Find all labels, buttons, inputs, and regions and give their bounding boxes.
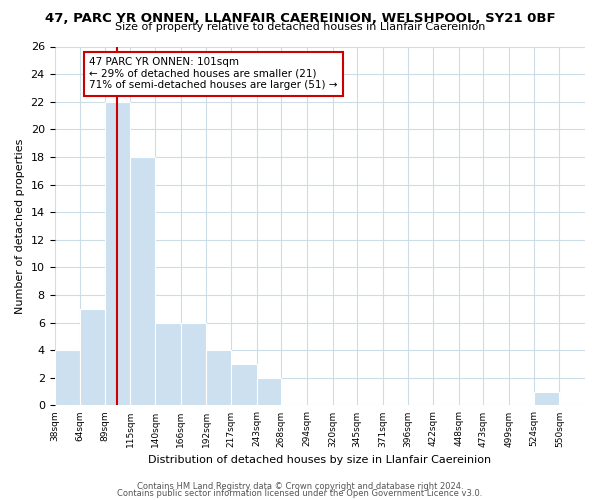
- Y-axis label: Number of detached properties: Number of detached properties: [15, 138, 25, 314]
- Bar: [155, 322, 181, 406]
- Text: 47, PARC YR ONNEN, LLANFAIR CAEREINION, WELSHPOOL, SY21 0BF: 47, PARC YR ONNEN, LLANFAIR CAEREINION, …: [44, 12, 556, 26]
- Bar: [55, 350, 80, 406]
- Bar: [105, 102, 130, 406]
- Text: Contains public sector information licensed under the Open Government Licence v3: Contains public sector information licen…: [118, 489, 482, 498]
- Text: 47 PARC YR ONNEN: 101sqm
← 29% of detached houses are smaller (21)
71% of semi-d: 47 PARC YR ONNEN: 101sqm ← 29% of detach…: [89, 58, 338, 90]
- Bar: [534, 392, 559, 406]
- Bar: [80, 309, 105, 406]
- Text: Contains HM Land Registry data © Crown copyright and database right 2024.: Contains HM Land Registry data © Crown c…: [137, 482, 463, 491]
- Bar: [231, 364, 257, 406]
- Bar: [257, 378, 281, 406]
- Bar: [130, 157, 155, 406]
- Bar: [181, 322, 206, 406]
- Text: Size of property relative to detached houses in Llanfair Caereinion: Size of property relative to detached ho…: [115, 22, 485, 32]
- X-axis label: Distribution of detached houses by size in Llanfair Caereinion: Distribution of detached houses by size …: [148, 455, 491, 465]
- Bar: [206, 350, 231, 406]
